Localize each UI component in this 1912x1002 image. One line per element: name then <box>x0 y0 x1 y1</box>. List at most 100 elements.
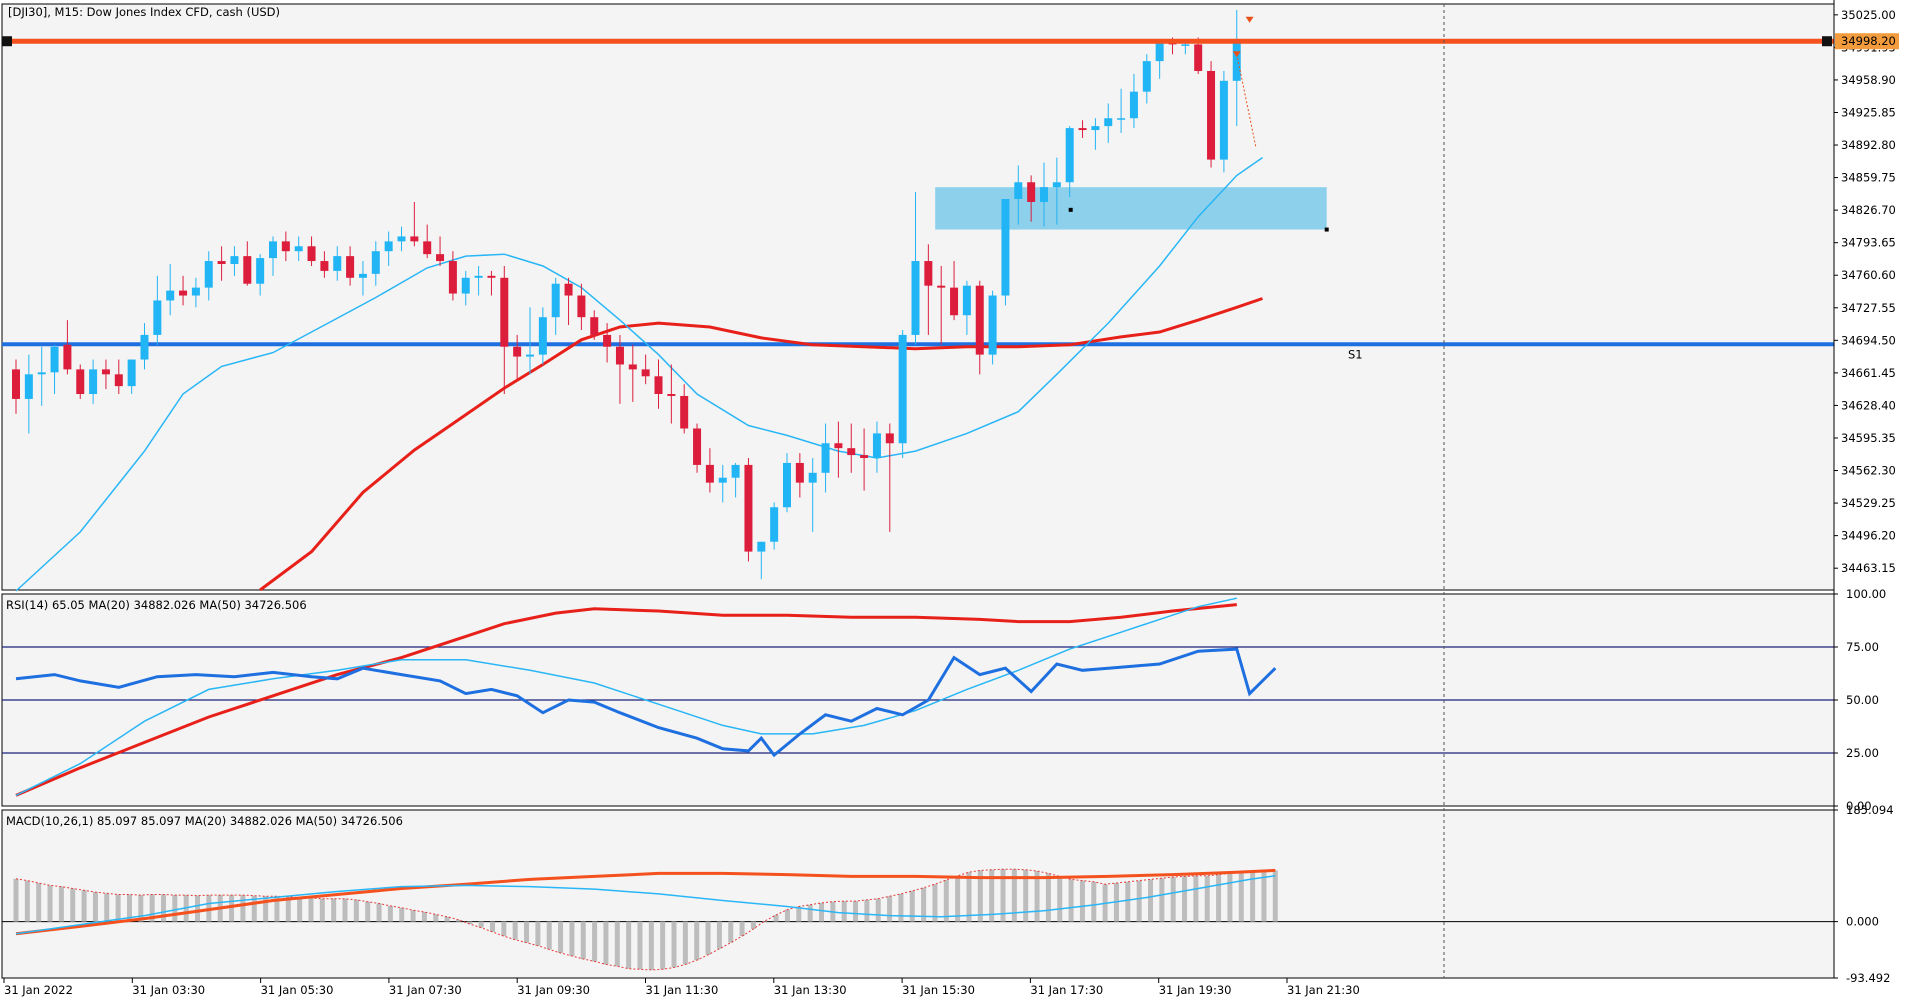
candle-body[interactable] <box>1078 128 1087 131</box>
candle-body[interactable] <box>230 256 239 265</box>
candle-body[interactable] <box>757 541 766 552</box>
candle-body[interactable] <box>937 285 946 288</box>
candle-body[interactable] <box>243 256 252 284</box>
candle-body[interactable] <box>526 354 534 357</box>
candle-body[interactable] <box>179 290 188 296</box>
candle-body[interactable] <box>127 359 136 387</box>
price-pane[interactable]: 35025.0034991.9534958.9034925.8534892.80… <box>1 3 1899 592</box>
candle-body[interactable] <box>153 300 162 335</box>
candle-body[interactable] <box>860 455 869 459</box>
candle-body[interactable] <box>140 334 149 360</box>
candle-body[interactable] <box>1065 128 1074 183</box>
candle-body[interactable] <box>307 246 316 262</box>
candle-body[interactable] <box>667 394 676 396</box>
candle-body[interactable] <box>718 477 727 483</box>
candle-body[interactable] <box>693 428 702 465</box>
candle-body[interactable] <box>538 317 547 355</box>
candle-body[interactable] <box>628 364 637 370</box>
resistance-handle[interactable] <box>2 36 12 47</box>
candle-body[interactable] <box>384 241 393 252</box>
candle-body[interactable] <box>423 241 432 255</box>
resistance-handle[interactable] <box>1822 36 1832 47</box>
candle-body[interactable] <box>294 246 303 252</box>
candle-body[interactable] <box>1194 44 1203 71</box>
macd-pane[interactable]: 185.094 0.000 -93.492 <box>1 803 1894 985</box>
candle-body[interactable] <box>898 334 907 444</box>
candle-body[interactable] <box>1104 118 1113 127</box>
candle-body[interactable] <box>924 261 933 286</box>
candle-body[interactable] <box>204 261 213 288</box>
candle-body[interactable] <box>808 472 817 483</box>
candle-body[interactable] <box>50 346 59 373</box>
candle-body[interactable] <box>513 346 522 357</box>
candle-body[interactable] <box>590 317 599 335</box>
candle-body[interactable] <box>564 283 573 296</box>
candle-body[interactable] <box>487 275 496 278</box>
candle-body[interactable] <box>975 285 984 355</box>
candle-body[interactable] <box>795 462 804 483</box>
candle-body[interactable] <box>63 344 72 370</box>
candle-body[interactable] <box>847 448 856 456</box>
candle-body[interactable] <box>474 275 483 278</box>
candle-body[interactable] <box>24 374 33 399</box>
candle-body[interactable] <box>217 261 226 265</box>
candle-body[interactable] <box>821 443 830 473</box>
candle-body[interactable] <box>281 241 290 252</box>
candle-body[interactable] <box>577 295 586 318</box>
candle-body[interactable] <box>1052 182 1061 188</box>
candle-body[interactable] <box>988 295 997 355</box>
macd-plot-area[interactable] <box>1 809 1835 979</box>
candle-body[interactable] <box>1207 70 1216 160</box>
candle-body[interactable] <box>1219 80 1228 160</box>
candle-body[interactable] <box>461 277 470 294</box>
candle-body[interactable] <box>950 287 959 316</box>
candle-body[interactable] <box>436 254 445 262</box>
candle-body[interactable] <box>1091 126 1100 131</box>
candle-body[interactable] <box>744 464 753 552</box>
rsi-pane[interactable]: 100.00 75.00 50.00 25.00 0.00 <box>1 587 1886 813</box>
candle-body[interactable] <box>1001 199 1010 296</box>
candle-body[interactable] <box>89 369 98 395</box>
candle-body[interactable] <box>500 277 509 347</box>
candle-body[interactable] <box>834 443 843 449</box>
candle-body[interactable] <box>551 283 560 318</box>
candle-body[interactable] <box>1014 182 1023 200</box>
candle-body[interactable] <box>654 376 663 395</box>
candle-body[interactable] <box>191 287 200 296</box>
candle-body[interactable] <box>320 261 329 271</box>
candle-body[interactable] <box>448 261 457 294</box>
candle-body[interactable] <box>12 369 20 399</box>
candle-body[interactable] <box>1142 61 1151 92</box>
candle-body[interactable] <box>872 433 881 459</box>
candle-body[interactable] <box>962 285 971 316</box>
candle-body[interactable] <box>256 258 265 284</box>
candle-body[interactable] <box>397 236 406 242</box>
candle-body[interactable] <box>269 241 277 259</box>
candle-body[interactable] <box>333 256 342 271</box>
zone-handle[interactable] <box>1324 227 1329 232</box>
candle-body[interactable] <box>1232 39 1241 81</box>
candle-body[interactable] <box>101 369 110 375</box>
zone-handle[interactable] <box>1068 207 1073 212</box>
candle-body[interactable] <box>1117 118 1126 120</box>
candle-body[interactable] <box>76 369 85 395</box>
candle-body[interactable] <box>615 346 624 365</box>
sell-arrow-marker[interactable] <box>1245 16 1254 23</box>
candle-body[interactable] <box>37 372 46 375</box>
candle-body[interactable] <box>603 334 612 347</box>
candle-body[interactable] <box>166 290 175 301</box>
candle-body[interactable] <box>1155 39 1164 62</box>
candle-body[interactable] <box>705 464 714 483</box>
candle-body[interactable] <box>770 507 779 542</box>
candle-body[interactable] <box>885 433 894 444</box>
candle-body[interactable] <box>114 374 123 387</box>
candle-body[interactable] <box>641 369 650 377</box>
candle-body[interactable] <box>1129 91 1138 119</box>
candle-body[interactable] <box>783 462 791 508</box>
candle-body[interactable] <box>410 236 419 242</box>
candle-body[interactable] <box>731 464 740 478</box>
candle-body[interactable] <box>346 256 355 278</box>
candle-body[interactable] <box>371 251 380 274</box>
candle-body[interactable] <box>358 273 367 278</box>
